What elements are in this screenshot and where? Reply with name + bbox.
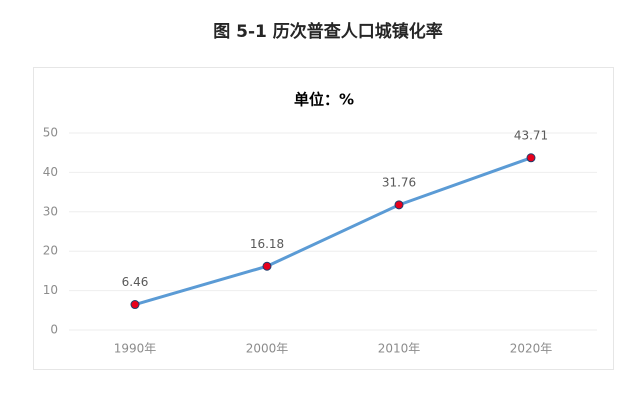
y-tick-label: 10 xyxy=(43,283,58,297)
marker xyxy=(130,300,140,310)
y-tick-label: 40 xyxy=(43,165,58,179)
data-label: 16.18 xyxy=(250,237,284,251)
y-tick-label: 0 xyxy=(50,323,58,337)
chart-title: 图 5-1 历次普查人口城镇化率 xyxy=(213,21,443,42)
chart-subtitle: 单位：% xyxy=(294,91,354,109)
marker xyxy=(526,153,536,163)
y-tick-label: 20 xyxy=(43,244,58,258)
data-label: 43.71 xyxy=(514,128,548,142)
x-tick-label: 2020年 xyxy=(510,342,553,356)
marker xyxy=(262,261,272,271)
x-tick-label: 1990年 xyxy=(114,342,157,356)
x-tick-label: 2010年 xyxy=(378,342,421,356)
marker xyxy=(394,200,404,210)
line xyxy=(134,156,532,306)
data-label: 6.46 xyxy=(122,275,149,289)
data-label: 31.76 xyxy=(382,175,416,189)
y-tick-label: 30 xyxy=(43,204,58,218)
x-tick-label: 2000年 xyxy=(246,342,289,356)
y-tick-label: 50 xyxy=(43,126,58,140)
chart-frame xyxy=(33,67,614,370)
